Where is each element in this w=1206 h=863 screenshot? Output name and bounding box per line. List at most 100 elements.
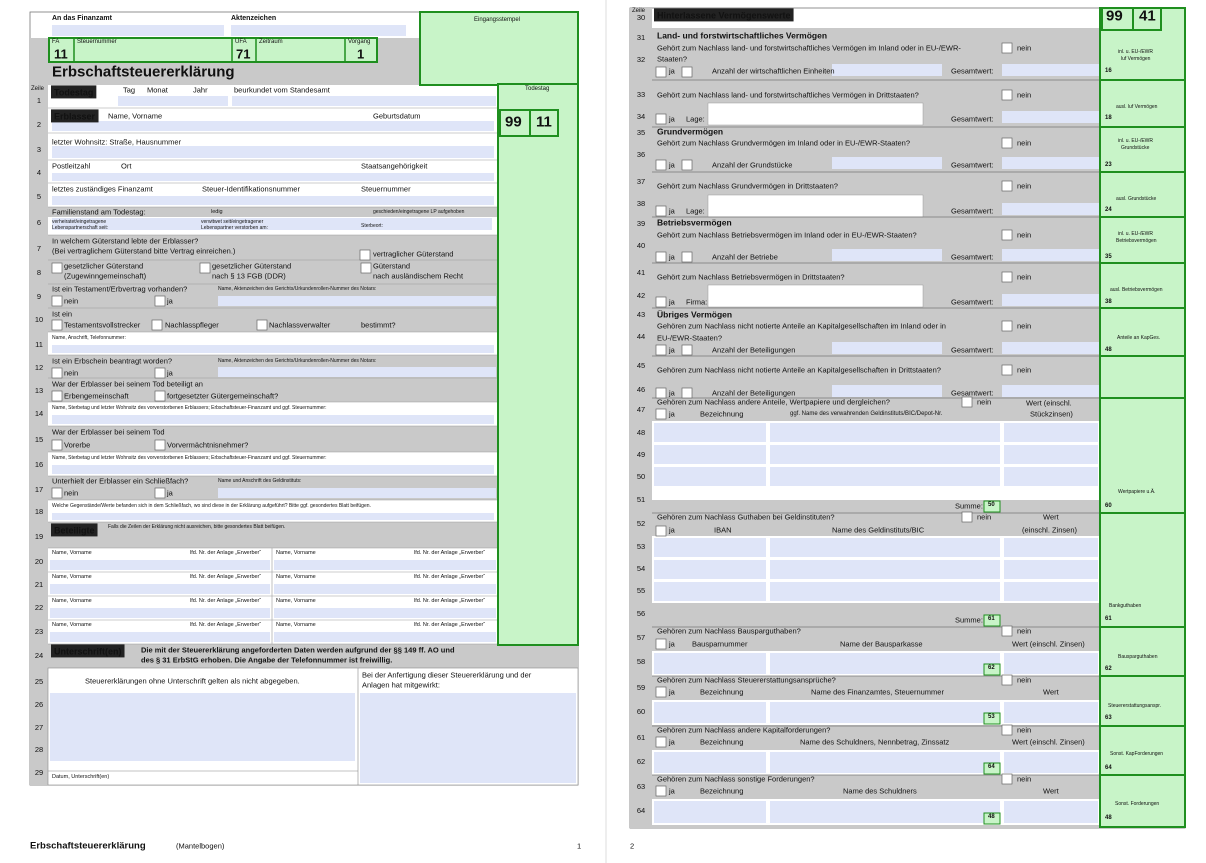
form-text: Bezeichnung: [700, 688, 743, 697]
checkbox[interactable]: [51, 487, 63, 499]
field: [770, 752, 1000, 773]
sum-box: [983, 812, 1001, 825]
checkbox[interactable]: [1001, 180, 1013, 192]
form-text: Gesamtwert:: [951, 253, 994, 262]
form-text: Gesamtwert:: [951, 346, 994, 355]
form-text: ja: [668, 115, 676, 124]
line-number: 55: [637, 586, 645, 595]
form-text: nein: [977, 513, 991, 522]
form-text: Gehören zum Nachlass nicht notierte Ante…: [657, 366, 941, 375]
checkbox[interactable]: [681, 387, 693, 399]
field: [1004, 423, 1098, 442]
checkbox[interactable]: [655, 785, 667, 797]
checkbox[interactable]: [51, 319, 63, 331]
checkbox[interactable]: [655, 296, 667, 308]
checkbox[interactable]: [154, 439, 166, 451]
checkbox[interactable]: [681, 344, 693, 356]
checkbox[interactable]: [199, 262, 211, 274]
checkbox[interactable]: [681, 159, 693, 171]
form-text: ja: [668, 640, 676, 649]
checkbox[interactable]: [151, 319, 163, 331]
checkbox[interactable]: [1001, 271, 1013, 283]
checkbox[interactable]: [655, 159, 667, 171]
line-number: 22: [35, 603, 43, 612]
checkbox[interactable]: [1001, 137, 1013, 149]
form-text: Wert (einschl. Zinsen): [1012, 738, 1085, 747]
checkbox[interactable]: [51, 295, 63, 307]
checkbox[interactable]: [1001, 625, 1013, 637]
checkbox[interactable]: [681, 66, 693, 78]
form-text: vertraglicher Güterstand: [373, 250, 453, 259]
checkbox[interactable]: [1001, 320, 1013, 332]
checkbox[interactable]: [1001, 229, 1013, 241]
checkbox[interactable]: [1001, 42, 1013, 54]
form-text: Ist ein Testament/Erbvertrag vorhanden?: [52, 285, 187, 294]
checkbox[interactable]: [655, 408, 667, 420]
question-band: [48, 308, 498, 332]
checkbox[interactable]: [655, 525, 667, 537]
field: [52, 415, 494, 424]
field: [832, 157, 942, 169]
field: [770, 560, 1000, 579]
checkbox[interactable]: [256, 319, 268, 331]
checkbox[interactable]: [655, 66, 667, 78]
form-text: 1: [577, 842, 581, 851]
form-text: Bankguthaben: [1109, 603, 1141, 609]
line-number: 60: [637, 707, 645, 716]
field: [274, 608, 496, 618]
checkbox[interactable]: [1001, 773, 1013, 785]
field: [1004, 445, 1098, 464]
checkbox[interactable]: [655, 638, 667, 650]
field: [707, 194, 924, 218]
checkbox[interactable]: [655, 344, 667, 356]
line-number: 12: [35, 363, 43, 372]
form-text: (Mantelbogen): [176, 842, 225, 851]
checkbox[interactable]: [1001, 364, 1013, 376]
form-text: 99: [505, 113, 522, 130]
checkbox[interactable]: [51, 439, 63, 451]
checkbox[interactable]: [1001, 89, 1013, 101]
line-number: 9: [37, 292, 41, 301]
field: [1002, 203, 1100, 215]
line-number: 41: [637, 268, 645, 277]
form-text: Wert: [1043, 688, 1060, 697]
form-text: Gehören zum Nachlass Bausparguthaben?: [657, 627, 801, 636]
form-text: Zeile: [31, 86, 45, 92]
checkbox[interactable]: [1001, 674, 1013, 686]
checkbox[interactable]: [360, 262, 372, 274]
checkbox[interactable]: [655, 251, 667, 263]
checkbox[interactable]: [154, 487, 166, 499]
checkbox[interactable]: [51, 367, 63, 379]
form-text: Gehört zum Nachlass Grundvermögen im Inl…: [657, 139, 910, 148]
checkbox[interactable]: [655, 686, 667, 698]
form-text: Anlagen hat mitgewirkt:: [362, 681, 440, 690]
checkbox[interactable]: [655, 113, 667, 125]
checkbox[interactable]: [154, 390, 166, 402]
field: [118, 96, 228, 106]
checkbox[interactable]: [655, 205, 667, 217]
checkbox[interactable]: [154, 295, 166, 307]
form-text: nein: [1017, 676, 1031, 685]
form-text: Welche Gegenstände/Werte befanden sich i…: [52, 503, 371, 509]
checkbox[interactable]: [961, 396, 973, 408]
form-text: Gesamtwert:: [951, 389, 994, 398]
form-text: Name, Vorname: [276, 598, 316, 604]
form-text: Gehören zum Nachlass Guthaben bei Geldin…: [657, 513, 835, 522]
checkbox[interactable]: [681, 251, 693, 263]
form-text: Wertpapiere u.Ä.: [1118, 488, 1155, 495]
field: [707, 102, 924, 126]
checkbox[interactable]: [961, 511, 973, 523]
checkbox[interactable]: [51, 262, 63, 274]
checkbox[interactable]: [359, 249, 371, 261]
form-text: Gehören zum Nachlass andere Anteile, Wer…: [657, 398, 890, 407]
form-text: letzter Wohnsitz: Straße, Hausnummer: [52, 138, 182, 147]
line-number: 21: [35, 580, 43, 589]
checkbox[interactable]: [655, 736, 667, 748]
checkbox[interactable]: [655, 387, 667, 399]
checkbox[interactable]: [51, 390, 63, 402]
checkbox[interactable]: [1001, 724, 1013, 736]
form-text: ausl. Betriebsvermögen: [1110, 287, 1163, 293]
section-header: Hinterlassene Vermögenswerte: [657, 10, 791, 20]
checkbox[interactable]: [154, 367, 166, 379]
line-number: 37: [637, 177, 645, 186]
